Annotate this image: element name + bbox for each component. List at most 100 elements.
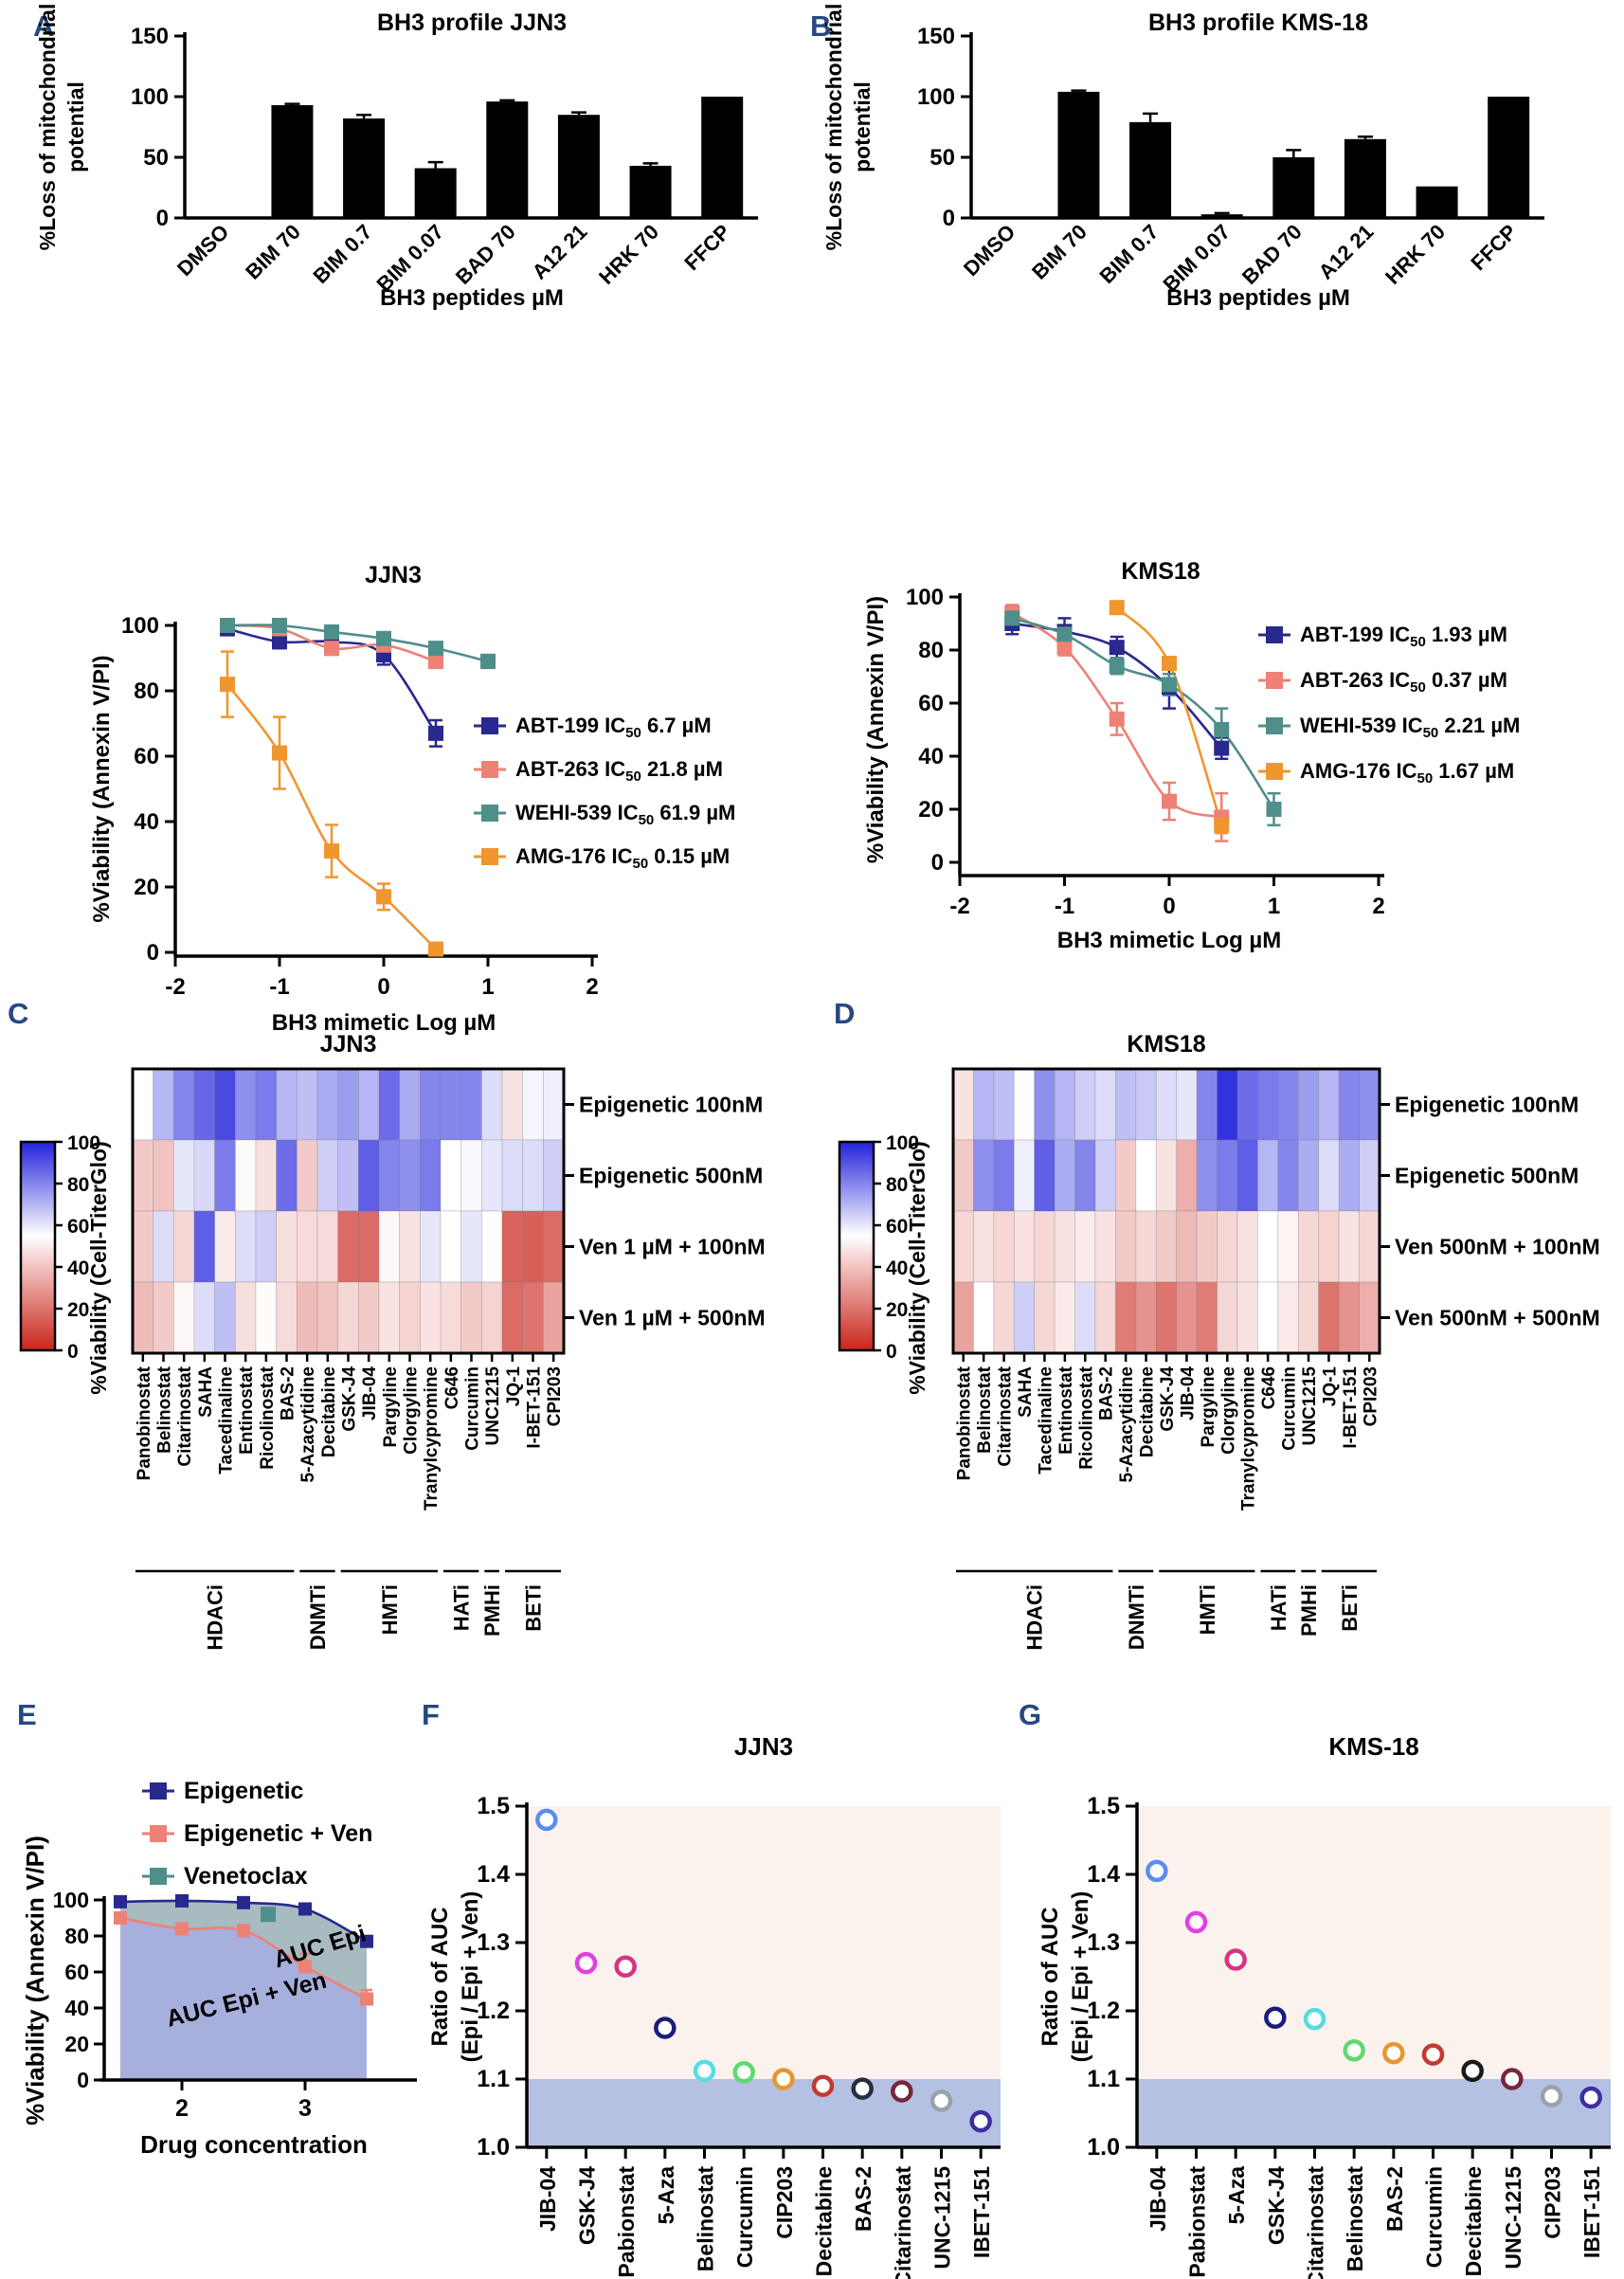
heatmap-cell xyxy=(1135,1068,1157,1141)
heatmap-cell xyxy=(440,1210,462,1283)
series-line xyxy=(226,683,437,950)
x-category-label: Citarinostat xyxy=(1304,2166,1328,2279)
heatmap-cell xyxy=(952,1139,974,1212)
legend-label: AMG-176 IC50 1.67 µM xyxy=(1300,759,1514,787)
series-marker xyxy=(1266,802,1282,817)
row-label: Epigenetic 500nM xyxy=(579,1164,763,1188)
series-marker xyxy=(480,653,496,669)
chart-title: BH3 profile KMS-18 xyxy=(1148,9,1368,36)
column-label: Clorgyline xyxy=(402,1366,422,1455)
heatmap-cell xyxy=(399,1139,421,1212)
chart-title: JJN3 xyxy=(365,562,422,588)
series-marker xyxy=(1109,640,1125,656)
group-label: BETi xyxy=(1338,1584,1362,1632)
y-tick-label: 150 xyxy=(917,24,955,49)
column-label: Pargyline xyxy=(1199,1366,1218,1448)
heatmap-cell xyxy=(172,1139,195,1212)
heatmap-cell xyxy=(480,1068,503,1141)
x-category-label: BIM 70 xyxy=(1027,220,1092,284)
threshold-band xyxy=(1137,2079,1611,2147)
y-tick-label: 1.1 xyxy=(1087,2066,1120,2092)
heatmap-cell xyxy=(357,1139,380,1212)
legend-label: ABT-263 IC50 0.37 µM xyxy=(1300,668,1507,696)
y-axis-label: (Epi / Epi + Ven) xyxy=(458,1891,483,2063)
y-axis-label: potential xyxy=(63,81,88,172)
x-category-label: BAS-2 xyxy=(1382,2166,1407,2232)
series-marker xyxy=(1056,640,1073,656)
bar xyxy=(271,104,314,218)
data-point xyxy=(891,2080,913,2103)
data-point xyxy=(772,2068,795,2090)
heatmap-cell xyxy=(378,1139,401,1212)
y-tick-label: 80 xyxy=(918,638,944,663)
heatmap-cell xyxy=(1155,1068,1178,1141)
legend-marker xyxy=(1266,626,1283,643)
heatmap-jjn3: JJN3 100 80 60 40 20 0 %Viability (Cell-TiterGl… xyxy=(0,1023,815,1677)
data-point xyxy=(535,1808,558,1832)
legend-marker xyxy=(481,805,498,822)
x-category-label: CIP203 xyxy=(1541,2166,1565,2239)
heatmap-cell xyxy=(153,1139,174,1212)
x-category-label: Curcumin xyxy=(732,2166,757,2268)
heatmap-cell xyxy=(1054,1068,1075,1141)
heatmap-cell xyxy=(1338,1139,1360,1212)
line-chart: JJN3 0 20 40 60 80 100 -2 -1 0 1 2 BH3 mimetic Log µ… xyxy=(89,562,735,1036)
heatmap-cell xyxy=(1054,1281,1075,1354)
column-label: Citarinostat xyxy=(175,1366,195,1466)
heatmap-cell xyxy=(1236,1210,1258,1283)
row-label: Ven 1 µM + 100nM xyxy=(579,1235,766,1259)
heatmap-cell xyxy=(440,1281,462,1354)
heatmap-cell xyxy=(1155,1139,1178,1212)
column-label: Ricolinostat xyxy=(1076,1366,1096,1469)
legend-marker xyxy=(1266,717,1283,734)
heatmap-cell xyxy=(214,1210,236,1283)
bar xyxy=(486,101,529,218)
heatmap-cell xyxy=(193,1210,216,1283)
heatmap-cell xyxy=(1034,1139,1056,1212)
column-label: Panobinostat xyxy=(955,1366,975,1480)
heatmap-cell xyxy=(214,1139,236,1212)
auc-ratio-scatter-jjn3: JJN3 1.0 1.1 1.2 1.3 1.4 1.5 Ratio of AUC (Epi /… xyxy=(417,1687,1023,2279)
heatmap-cell xyxy=(1217,1281,1238,1354)
heatmap-cell xyxy=(1257,1139,1279,1212)
x-tick-label: 0 xyxy=(1163,894,1175,919)
panel-b-letter: B xyxy=(810,9,832,43)
heatmap-cell xyxy=(1155,1281,1178,1354)
x-category-label: A12 21 xyxy=(1314,220,1379,284)
legend-label: Venetoclax xyxy=(184,1863,308,1890)
heatmap-cell xyxy=(1217,1210,1238,1283)
data-point xyxy=(1146,1859,1168,1883)
x-axis-label: BH3 peptides µM xyxy=(1166,285,1350,311)
heatmap-cell xyxy=(1196,1068,1218,1141)
y-tick-label: 1.1 xyxy=(477,2066,510,2092)
heatmap-cell xyxy=(501,1281,524,1354)
heatmap-cell xyxy=(952,1068,974,1141)
epigenetic-marker xyxy=(298,1902,312,1916)
heatmap-cell xyxy=(1338,1068,1360,1141)
heatmap-cell xyxy=(214,1281,236,1354)
group-label: DNMTi xyxy=(1125,1584,1148,1650)
heatmap-cell xyxy=(357,1281,380,1354)
y-axis-label: %Viability (Annexin V/PI) xyxy=(863,596,889,863)
heatmap-cell xyxy=(522,1068,544,1141)
x-axis-label: Drug concentration xyxy=(140,2130,368,2159)
series-marker xyxy=(1162,793,1177,809)
y-tick-label: 1.5 xyxy=(1087,1793,1120,1819)
y-tick-label: 1.2 xyxy=(1087,1998,1120,2024)
x-category-label: DMSO xyxy=(172,220,233,280)
data-point xyxy=(693,2059,716,2083)
heatmap-cell xyxy=(357,1068,380,1141)
heatmap-cell xyxy=(255,1210,278,1283)
heatmap-cell xyxy=(1074,1139,1096,1212)
y-tick-label: 1.4 xyxy=(477,1861,510,1888)
heatmap-cell xyxy=(1034,1210,1056,1283)
data-point xyxy=(1224,1948,1247,1971)
series-marker xyxy=(220,677,235,693)
scatter-chart: JJN3 1.0 1.1 1.2 1.3 1.4 1.5 Ratio of AUC (Epi /… xyxy=(427,1732,1001,2279)
heatmap-cell xyxy=(993,1068,1015,1141)
heatmap-cell xyxy=(296,1068,318,1141)
column-label: Tranylcypromine xyxy=(422,1366,442,1510)
x-tick-label: 2 xyxy=(1372,894,1384,919)
heatmap-cell xyxy=(460,1210,482,1283)
heatmap-cell xyxy=(1034,1281,1056,1354)
